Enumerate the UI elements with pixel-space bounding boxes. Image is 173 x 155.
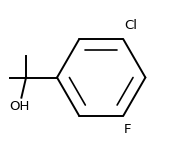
Text: OH: OH <box>10 100 30 113</box>
Text: Cl: Cl <box>124 19 137 32</box>
Text: F: F <box>124 123 132 136</box>
